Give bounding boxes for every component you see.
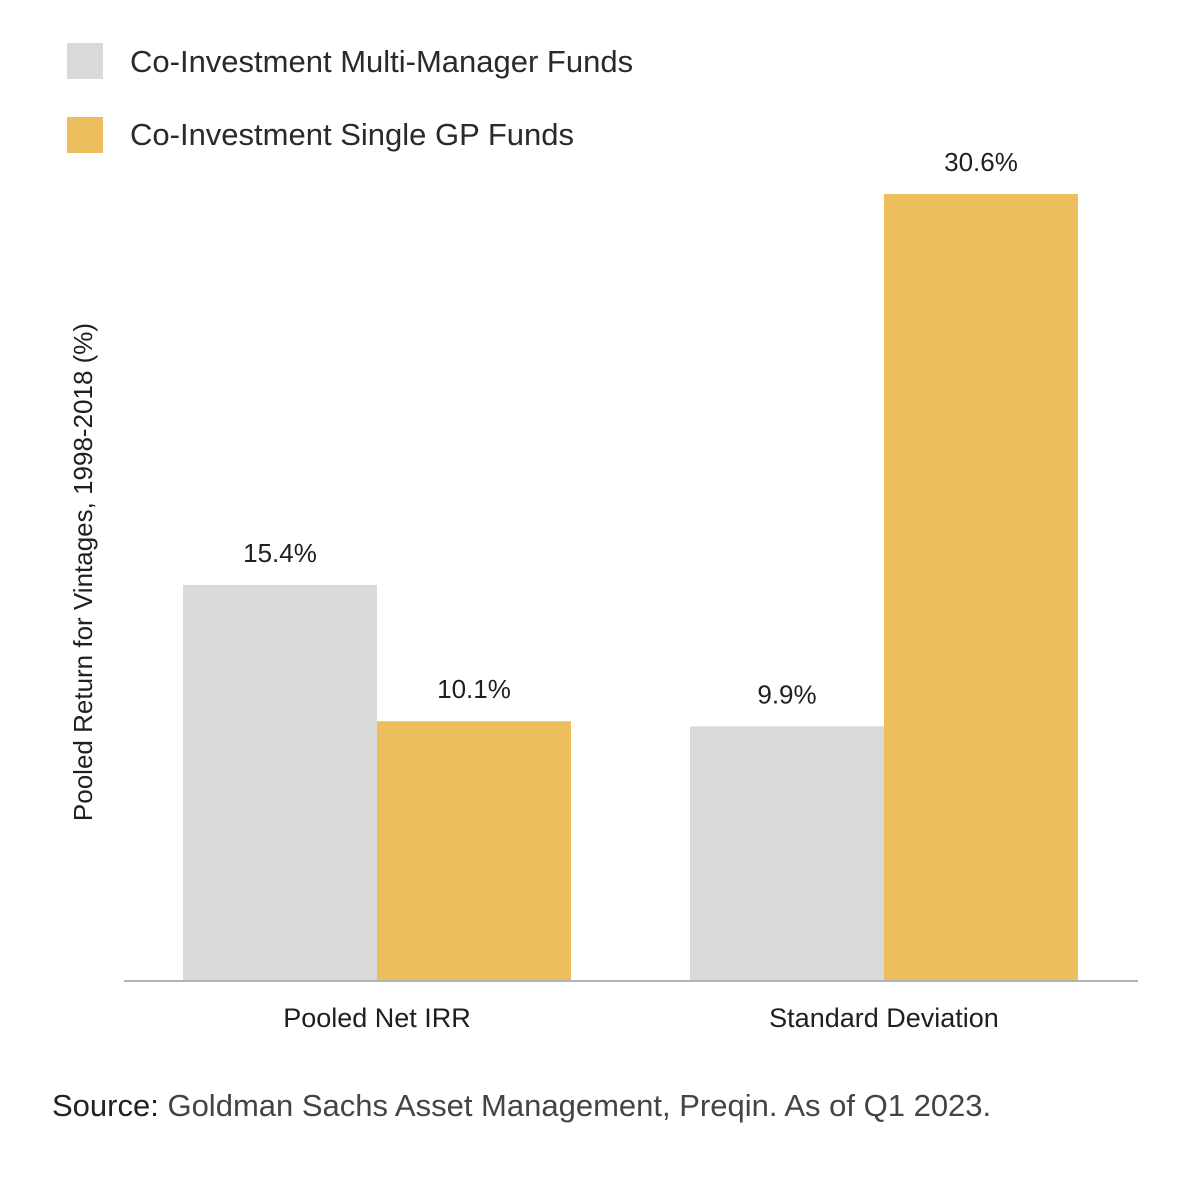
- bar-standard-deviation-multi-manager: [690, 726, 884, 981]
- value-labels: 15.4% 10.1% 9.9% 30.6%: [243, 147, 1018, 709]
- bar-standard-deviation-single-gp: [884, 194, 1078, 981]
- legend-swatch-single-gp: [67, 117, 103, 153]
- legend-label-multi-manager: Co-Investment Multi-Manager Funds: [130, 44, 633, 79]
- value-label-pooled-net-irr-multi-manager: 15.4%: [243, 538, 317, 568]
- value-label-standard-deviation-single-gp: 30.6%: [944, 147, 1018, 177]
- value-label-standard-deviation-multi-manager: 9.9%: [757, 679, 816, 709]
- category-label-pooled-net-irr: Pooled Net IRR: [283, 1003, 471, 1033]
- legend-swatch-multi-manager: [67, 43, 103, 79]
- bars: [183, 194, 1078, 981]
- y-axis-title: Pooled Return for Vintages, 1998-2018 (%…: [68, 323, 98, 821]
- source-prefix: Source:: [52, 1088, 159, 1123]
- legend: Co-Investment Multi-Manager Funds Co-Inv…: [67, 43, 633, 153]
- value-label-pooled-net-irr-single-gp: 10.1%: [437, 674, 511, 704]
- source-text: Goldman Sachs Asset Management, Preqin. …: [159, 1088, 991, 1123]
- bar-pooled-net-irr-single-gp: [377, 721, 571, 981]
- bar-pooled-net-irr-multi-manager: [183, 584, 377, 981]
- legend-label-single-gp: Co-Investment Single GP Funds: [130, 117, 574, 152]
- source-note: Source: Goldman Sachs Asset Management, …: [52, 1088, 991, 1123]
- category-label-standard-deviation: Standard Deviation: [769, 1003, 999, 1033]
